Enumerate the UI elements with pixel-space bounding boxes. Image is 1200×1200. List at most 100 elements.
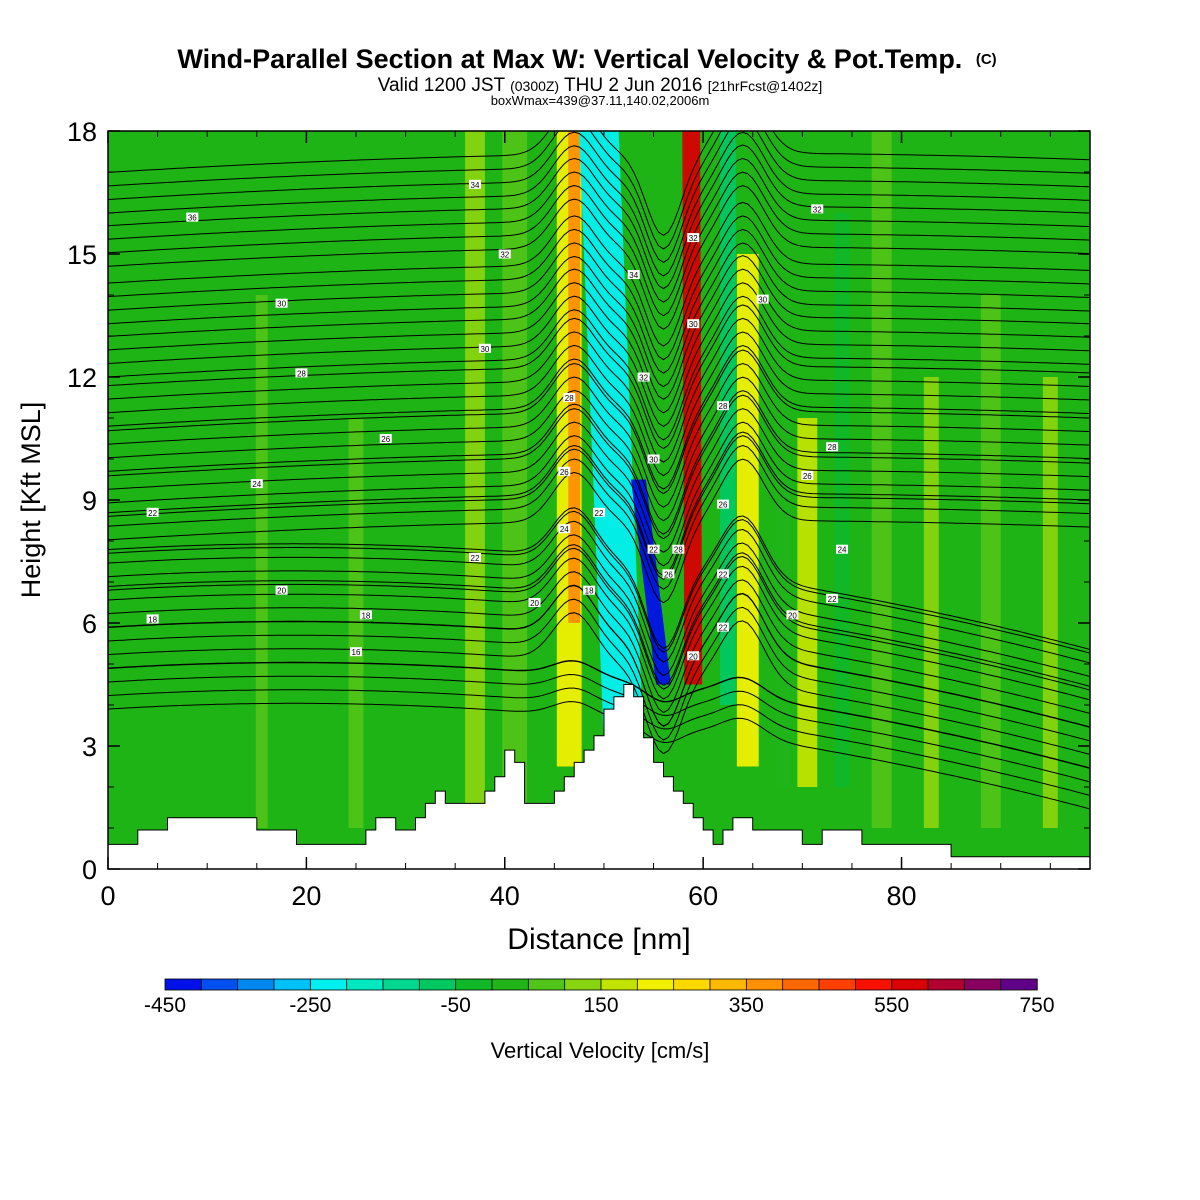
chart-subtitle-2: boxWmax=439@37.11,140.02,2006m [491, 93, 710, 108]
isentrope-41 [108, 171, 1090, 317]
isentrope-26 [108, 362, 1090, 508]
contour-label-30: 26 [716, 499, 729, 510]
isentrope-39 [108, 201, 1090, 347]
contour-label-text: 32 [689, 234, 698, 243]
contour-label-text: 28 [297, 369, 306, 378]
w-band-13 [834, 213, 850, 787]
colorbar-segment-4 [309, 978, 348, 991]
isentrope-14 [108, 520, 1090, 664]
w-band-8 [682, 131, 703, 685]
w-band-15 [923, 377, 939, 828]
contour-label-text: 34 [629, 271, 638, 280]
isentrope-11 [108, 544, 1090, 687]
isentrope-27 [108, 349, 1090, 495]
colorbar-label: Vertical Velocity [cm/s] [491, 1038, 710, 1063]
w-band-16 [980, 295, 1001, 828]
potential-temperature-contours [108, 131, 1090, 810]
colorbar-tick-label-5: 550 [874, 994, 909, 1017]
isentrope-16 [108, 510, 1090, 654]
isentrope-10 [108, 557, 1090, 701]
colorbar-segment-7 [418, 978, 457, 991]
contour-label-9: 22 [469, 552, 482, 563]
w-band-0 [255, 295, 268, 828]
isentrope-8 [108, 584, 1090, 728]
isentrope-44 [108, 131, 1090, 277]
colorbar-segment-3 [273, 978, 312, 991]
isentrope-6 [108, 598, 1090, 742]
contour-label-text: 34 [471, 181, 480, 190]
colorbar-segment-16 [745, 978, 784, 991]
contour-label-6: 26 [379, 434, 392, 444]
colorbar-segment-18 [818, 978, 857, 991]
contour-label-8: 22 [146, 507, 159, 518]
isentrope-23 [108, 394, 1090, 540]
contour-label-text: 28 [828, 443, 837, 452]
isentrope-31 [108, 304, 1090, 450]
colorbar-segment-22 [963, 978, 1002, 991]
colorbar-segment-1 [200, 978, 239, 991]
contour-label-23: 22 [647, 544, 660, 555]
contour-label-14: 28 [563, 393, 576, 403]
colorbar-tick-label-3: 150 [583, 994, 618, 1017]
contour-label-2: 32 [498, 249, 511, 260]
contour-label-text: 20 [530, 599, 539, 608]
contour-label-text: 26 [560, 468, 569, 477]
isentrope-34 [108, 268, 1090, 414]
colorbar-segment-5 [346, 978, 384, 991]
contour-label-text: 24 [560, 525, 569, 534]
contour-label-0: 36 [186, 212, 199, 223]
isentrope-2 [108, 673, 1090, 783]
colorbar-segment-9 [491, 978, 530, 991]
contour-label-32: 22 [716, 622, 729, 633]
contour-label-text: 20 [788, 611, 797, 620]
contour-label-39: 32 [811, 204, 824, 214]
isentrope-36 [108, 242, 1090, 388]
w-band-12 [797, 418, 818, 787]
contour-label-26: 20 [687, 651, 700, 661]
contour-label-13: 16 [349, 647, 362, 657]
chart-title-mark: (C) [976, 51, 997, 68]
y-axis-label: Height [Kft MSL] [16, 402, 46, 599]
w-band-17 [1042, 377, 1058, 828]
colorbar-tick-label-0: -450 [144, 994, 186, 1017]
contour-label-29: 28 [716, 401, 729, 411]
colorbar-segment-21 [927, 978, 966, 991]
contour-label-text: 36 [188, 214, 197, 223]
contour-label-text: 26 [719, 501, 728, 510]
contour-label-22: 30 [647, 454, 660, 465]
contour-label-text: 32 [639, 374, 648, 383]
x-tick-label-0: 0 [100, 881, 115, 911]
contour-label-text: 32 [813, 205, 822, 214]
contour-label-text: 30 [649, 456, 658, 465]
contour-label-12: 18 [359, 610, 372, 620]
isentrope-4 [108, 660, 1090, 769]
colorbar-segment-14 [673, 978, 711, 991]
contour-label-19: 22 [593, 507, 605, 518]
isentrope-37 [108, 228, 1090, 374]
colorbar-tick-label-6: 750 [1019, 994, 1054, 1017]
contour-label-15: 26 [558, 466, 571, 477]
x-axis-label: Distance [nm] [507, 923, 690, 956]
contour-label-10: 20 [275, 585, 288, 596]
contour-label-text: 18 [148, 615, 157, 624]
colorbar-segment-8 [455, 978, 493, 991]
colorbar-segment-13 [636, 978, 675, 991]
w-band-2 [465, 131, 485, 808]
contour-label-text: 22 [471, 554, 480, 563]
contour-label-7: 24 [250, 479, 263, 489]
contour-label-34: 28 [826, 442, 839, 452]
contour-label-28: 30 [687, 319, 700, 329]
colorbar-segment-23 [1000, 978, 1038, 991]
y-tick-label-2: 6 [82, 609, 97, 639]
isentrope-22 [108, 408, 1090, 553]
contour-label-text: 22 [148, 509, 157, 518]
contour-label-25: 28 [672, 544, 685, 555]
isentrope-29 [108, 331, 1090, 477]
y-tick-label-4: 12 [67, 363, 97, 393]
x-tick-label-2: 40 [490, 881, 520, 911]
contour-label-5: 28 [295, 368, 308, 378]
contour-label-text: 22 [595, 509, 604, 518]
isentrope-15 [108, 507, 1090, 650]
contour-label-3: 30 [275, 298, 288, 309]
